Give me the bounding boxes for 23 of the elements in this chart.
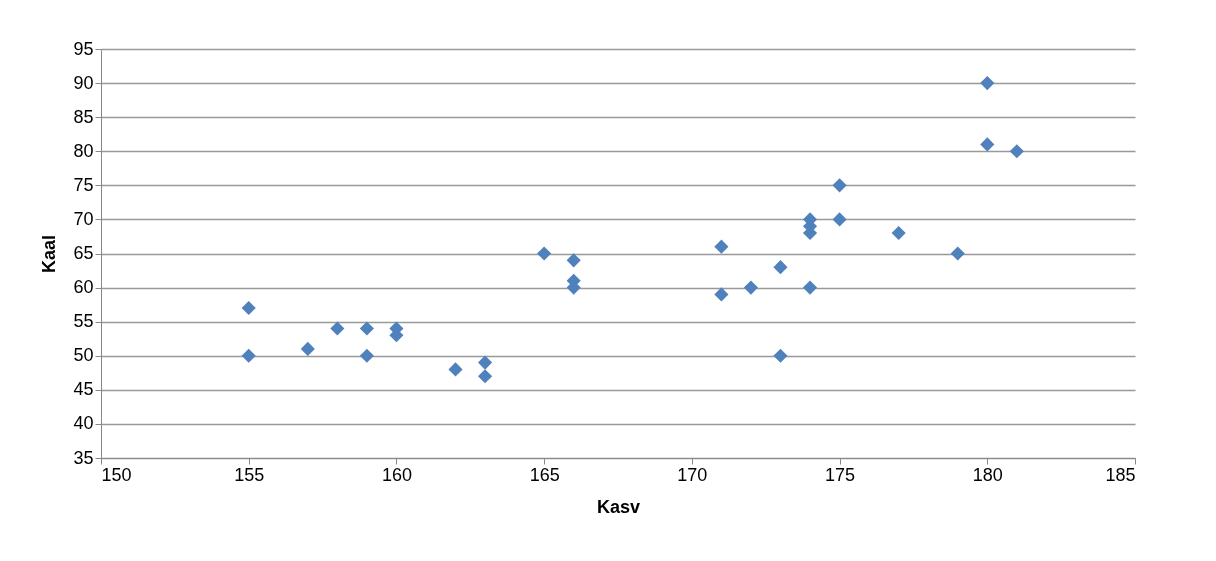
x-tick-label: 180 bbox=[972, 464, 1003, 485]
y-tick-label: 85 bbox=[73, 106, 94, 127]
y-tick-label: 75 bbox=[73, 174, 94, 195]
x-tick-label: 155 bbox=[234, 464, 265, 485]
y-tick-label: 90 bbox=[73, 72, 94, 93]
x-tick-label: 175 bbox=[825, 464, 856, 485]
y-tick-label: 80 bbox=[73, 140, 94, 161]
y-tick-label: 45 bbox=[73, 379, 94, 400]
x-tick-label: 160 bbox=[381, 464, 412, 485]
y-tick-label: 55 bbox=[73, 311, 94, 332]
y-tick-label: 65 bbox=[73, 243, 94, 263]
y-tick-label: 95 bbox=[73, 38, 94, 59]
x-tick-label: 165 bbox=[529, 464, 560, 485]
y-tick-label: 35 bbox=[73, 447, 94, 468]
y-axis-title: Kaal bbox=[39, 234, 60, 274]
y-tick-label: 60 bbox=[73, 277, 94, 298]
x-axis-title: Kasv bbox=[596, 496, 641, 517]
y-tick-label: 40 bbox=[73, 413, 94, 434]
x-tick-label: 170 bbox=[677, 464, 708, 485]
y-tick-label: 50 bbox=[73, 345, 94, 366]
x-tick-label: 150 bbox=[101, 464, 132, 485]
x-tick-label: 185 bbox=[1105, 464, 1136, 485]
y-tick-label: 70 bbox=[73, 208, 94, 229]
